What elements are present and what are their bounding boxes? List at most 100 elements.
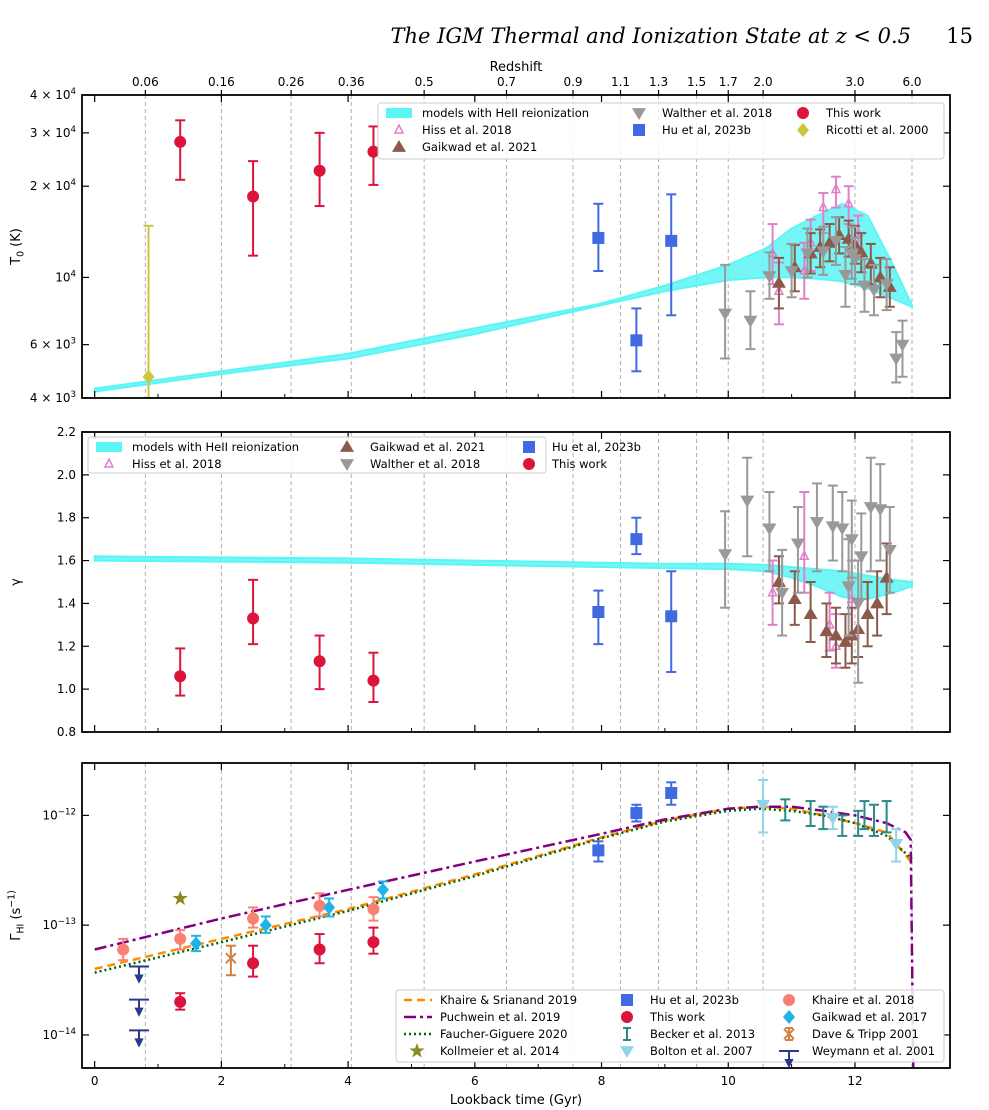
- legend-marker: [340, 440, 354, 452]
- legend-label: Bolton et al. 2007: [650, 1044, 753, 1058]
- data-point: [630, 334, 643, 347]
- data-point: [142, 369, 155, 384]
- data-point: [860, 607, 875, 620]
- data-point: [174, 670, 187, 683]
- data-point: [174, 135, 187, 148]
- top-tick-label: 1.5: [687, 75, 706, 89]
- data-point: [847, 254, 862, 267]
- data-point: [756, 799, 771, 812]
- x-tick-label: 4: [344, 1074, 352, 1088]
- legend-entry: Khaire et al. 2018: [783, 993, 914, 1007]
- legend-entry: Faucher-Giguere 2020: [404, 1027, 567, 1041]
- series: [718, 456, 897, 684]
- data-point: [844, 534, 859, 547]
- series: [174, 578, 380, 703]
- model-line: [94, 805, 913, 971]
- legend-entry: This work: [523, 457, 607, 471]
- legend-label: Khaire et al. 2018: [812, 993, 914, 1007]
- y-tick-label: 1.2: [57, 639, 76, 653]
- series: [190, 880, 389, 953]
- legend-label: Faucher-Giguere 2020: [440, 1027, 567, 1041]
- legend-entry: Walther et al. 2018: [632, 106, 772, 120]
- page-header: The IGM Thermal and Ionization State at …: [0, 0, 989, 50]
- legend-marker: [797, 107, 809, 119]
- data-point: [247, 957, 260, 970]
- series: [771, 542, 894, 669]
- series: [172, 890, 188, 905]
- legend-marker: [523, 441, 535, 453]
- legend-entry: Kollmeier et al. 2014: [409, 1043, 559, 1058]
- legend-label: This work: [825, 106, 881, 120]
- model-band: [93, 202, 913, 393]
- data-point: [174, 995, 187, 1008]
- data-point: [367, 936, 380, 949]
- data-point: [809, 517, 824, 529]
- data-point: [323, 900, 336, 915]
- legend-label: Khaire & Srianand 2019: [440, 993, 577, 1007]
- data-point: [809, 812, 812, 815]
- data-point: [895, 339, 910, 352]
- y-axis-label: γ: [9, 578, 24, 586]
- legend-label: Hu et al, 2023b: [662, 123, 751, 137]
- series: [174, 926, 380, 1011]
- data-point: [822, 235, 837, 248]
- data-point: [889, 838, 904, 851]
- data-point: [818, 200, 829, 212]
- data-point: [665, 786, 678, 799]
- y-tick-label: 1.6: [57, 554, 76, 568]
- y-tick-label: 2.0: [57, 468, 76, 482]
- data-point: [851, 598, 866, 611]
- y-tick-label: 10−12​: [43, 807, 76, 822]
- y-tick-label: 10−13​: [43, 917, 76, 932]
- data-point: [838, 635, 853, 647]
- data-point: [367, 674, 380, 687]
- legend-entry: models with HeII reionization: [96, 440, 299, 454]
- top-tick-label: 3.0: [845, 75, 864, 89]
- top-tick-label: 0.06: [132, 75, 159, 89]
- data-point: [828, 628, 843, 641]
- top-axis-label: Redshift: [490, 60, 543, 75]
- legend-entry: Walther et al. 2018: [340, 457, 480, 471]
- legend-marker: [633, 124, 645, 136]
- legend-entry: Becker et al. 2013: [623, 1027, 755, 1041]
- legend-label: Weymann et al. 2001: [812, 1044, 935, 1058]
- x-tick-label: 10: [721, 1074, 736, 1088]
- legend-entry: Ricotti et al. 2000: [797, 123, 928, 137]
- legend-entry: Gaikwad et al. 2021: [392, 140, 537, 154]
- legend-marker: [632, 108, 646, 120]
- top-tick-label: 0.9: [563, 75, 582, 89]
- data-point: [843, 197, 854, 208]
- data-point: [872, 819, 875, 822]
- data-point: [841, 581, 856, 594]
- data-point: [718, 308, 733, 321]
- legend-label: Hu et al, 2023b: [552, 440, 641, 454]
- data-point: [790, 538, 805, 551]
- data-point: [824, 618, 835, 629]
- legend-label: Gaikwad et al. 2017: [812, 1010, 927, 1024]
- legend-marker: [797, 123, 809, 137]
- data-point: [313, 899, 326, 912]
- top-tick-label: 6.0: [902, 75, 921, 89]
- top-tick-label: 0.36: [338, 75, 365, 89]
- x-axis-label: Lookback time (Gyr): [450, 1093, 582, 1108]
- data-point: [225, 952, 237, 964]
- legend-label: Walther et al. 2018: [662, 106, 772, 120]
- y-tick-label: 3 × 104​: [30, 125, 76, 140]
- legend-label: Ricotti et al. 2000: [826, 123, 928, 137]
- series: [225, 944, 237, 977]
- legend-label: Puchwein et al. 2019: [440, 1010, 560, 1024]
- series: [117, 892, 380, 962]
- y-tick-label: 4 × 103​: [30, 390, 76, 405]
- data-point: [828, 235, 843, 248]
- series: [174, 119, 380, 257]
- legend-entry: Khaire & Srianand 2019: [404, 993, 577, 1007]
- panel-gamma-hi: 10−14​ 10−13​ 10−12​ ΓHI​ (s−1)​ 0 2 4 6 8 10 12 Lo…: [7, 762, 951, 1108]
- legend-label: Walther et al. 2018: [370, 457, 480, 471]
- data-point: [800, 248, 815, 261]
- data-point: [259, 918, 272, 933]
- data-point: [313, 943, 326, 956]
- y-tick-label: 4 × 104​: [30, 87, 76, 102]
- data-point: [247, 912, 260, 925]
- top-tick-label: 0.16: [208, 75, 235, 89]
